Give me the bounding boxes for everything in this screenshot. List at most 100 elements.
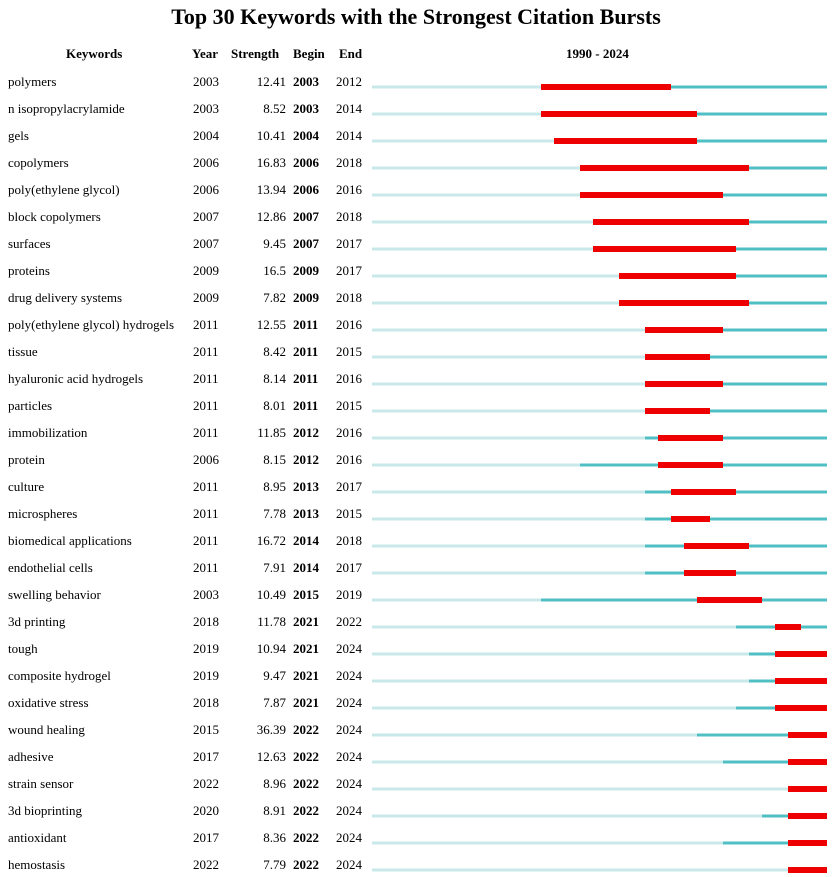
row-year: 2011 [193, 317, 219, 332]
timeline-active-span [645, 436, 827, 440]
timeline-active-span [645, 328, 827, 332]
burst-bar [580, 165, 749, 171]
row-strength: 12.63 [256, 749, 286, 764]
timeline-baseline [372, 436, 827, 440]
row-keyword: polymers [8, 74, 57, 89]
burst-bar [684, 570, 736, 576]
row-end: 2019 [336, 587, 362, 602]
burst-bar [645, 408, 710, 414]
row-end: 2016 [336, 371, 362, 386]
row-end: 2015 [336, 344, 362, 359]
row-begin: 2021 [293, 695, 319, 710]
row-strength: 8.14 [263, 371, 286, 386]
row-strength: 7.82 [263, 290, 286, 305]
burst-bar [775, 624, 801, 630]
row-year: 2019 [193, 641, 219, 656]
row-year: 2011 [193, 479, 219, 494]
timeline-baseline [372, 328, 827, 332]
timeline-baseline [372, 490, 827, 494]
row-end: 2024 [336, 749, 362, 764]
row-year: 2006 [193, 452, 219, 467]
burst-bar [658, 462, 723, 468]
row-year: 2006 [193, 155, 219, 170]
row-end: 2024 [336, 857, 362, 872]
row-end: 2016 [336, 452, 362, 467]
row-begin: 2003 [293, 74, 319, 89]
row-begin: 2021 [293, 614, 319, 629]
timeline-baseline [372, 787, 827, 791]
timeline-active-span [645, 409, 827, 413]
row-year: 2017 [193, 830, 219, 845]
burst-bar [788, 732, 827, 738]
timeline-active-span [645, 382, 827, 386]
row-year: 2009 [193, 290, 219, 305]
row-strength: 10.41 [256, 128, 286, 143]
row-begin: 2003 [293, 101, 319, 116]
row-keyword: n isopropylacrylamide [8, 101, 125, 116]
row-keyword: tough [8, 641, 38, 656]
row-keyword: poly(ethylene glycol) hydrogels [8, 317, 175, 332]
row-end: 2018 [336, 290, 362, 305]
row-year: 2011 [193, 398, 219, 413]
row-keyword: biomedical applications [8, 533, 132, 548]
row-end: 2024 [336, 803, 362, 818]
row-begin: 2021 [293, 641, 319, 656]
row-begin: 2014 [293, 533, 319, 548]
row-begin: 2011 [293, 317, 319, 332]
row-begin: 2012 [293, 452, 319, 467]
row-end: 2015 [336, 398, 362, 413]
timeline-baseline [372, 409, 827, 413]
row-keyword: composite hydrogel [8, 668, 111, 683]
timeline-baseline [372, 679, 827, 683]
timeline-active-span [723, 841, 827, 845]
row-keyword: immobilization [8, 425, 88, 440]
row-strength: 8.42 [263, 344, 286, 359]
row-strength: 16.5 [263, 263, 286, 278]
timeline-baseline [372, 760, 827, 764]
header-strength: Strength [231, 46, 280, 61]
row-strength: 8.01 [263, 398, 286, 413]
row-begin: 2013 [293, 506, 319, 521]
row-end: 2016 [336, 182, 362, 197]
timeline-active-span [645, 355, 827, 359]
row-begin: 2012 [293, 425, 319, 440]
row-end: 2012 [336, 74, 362, 89]
burst-bar [788, 786, 827, 792]
row-year: 2011 [193, 425, 219, 440]
row-begin: 2006 [293, 155, 319, 170]
row-strength: 7.91 [263, 560, 286, 575]
header-year: Year [192, 46, 218, 61]
row-end: 2016 [336, 425, 362, 440]
row-keyword: 3d printing [8, 614, 66, 629]
chart-title: Top 30 Keywords with the Strongest Citat… [171, 4, 661, 29]
row-begin: 2009 [293, 263, 319, 278]
timeline-baseline [372, 355, 827, 359]
burst-bar [619, 273, 736, 279]
burst-bar [541, 111, 697, 117]
row-keyword: hemostasis [8, 857, 66, 872]
row-year: 2003 [193, 587, 219, 602]
row-keyword: drug delivery systems [8, 290, 123, 305]
row-begin: 2011 [293, 371, 319, 386]
row-strength: 8.15 [263, 452, 286, 467]
row-year: 2011 [193, 506, 219, 521]
row-year: 2007 [193, 209, 219, 224]
row-begin: 2006 [293, 182, 319, 197]
row-begin: 2009 [293, 290, 319, 305]
row-keyword: microspheres [8, 506, 78, 521]
row-begin: 2011 [293, 344, 319, 359]
row-begin: 2007 [293, 236, 319, 251]
row-begin: 2007 [293, 209, 319, 224]
burst-bar [788, 813, 827, 819]
row-keyword: particles [8, 398, 53, 413]
timeline-baseline [372, 652, 827, 656]
row-keyword: protein [8, 452, 45, 467]
row-year: 2007 [193, 236, 219, 251]
timeline-active-span [697, 733, 827, 737]
row-begin: 2022 [293, 857, 319, 872]
timeline-baseline [372, 841, 827, 845]
row-end: 2024 [336, 776, 362, 791]
row-keyword: endothelial cells [8, 560, 93, 575]
row-year: 2022 [193, 857, 219, 872]
row-strength: 7.78 [263, 506, 286, 521]
